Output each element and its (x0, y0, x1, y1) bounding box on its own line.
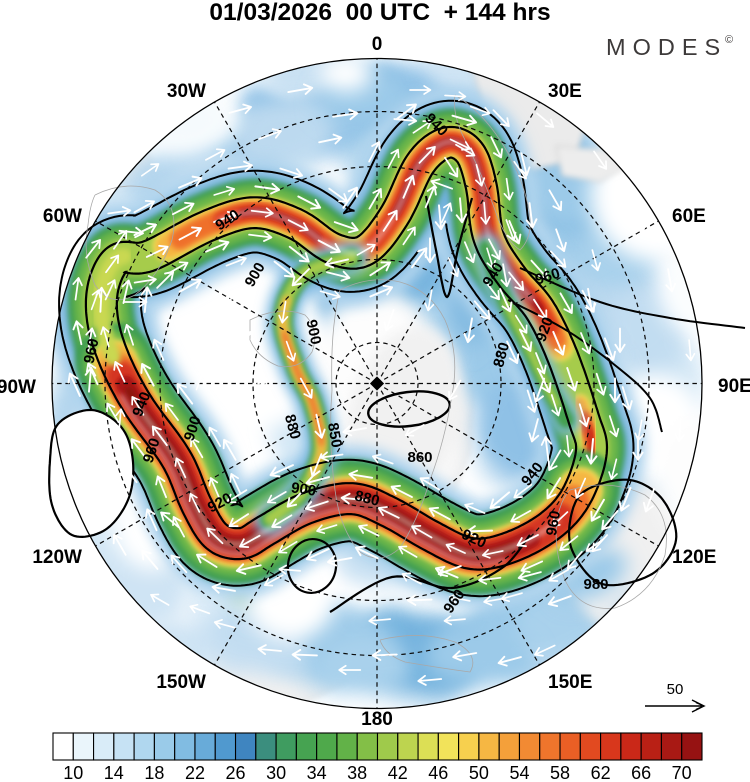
svg-text:880: 880 (490, 341, 513, 370)
svg-text:960: 960 (81, 337, 103, 365)
svg-text:26: 26 (225, 763, 245, 782)
svg-text:MODES: MODES (606, 34, 727, 60)
svg-text:120W: 120W (32, 547, 82, 568)
svg-text:90E: 90E (718, 376, 750, 397)
svg-text:30W: 30W (167, 81, 206, 102)
svg-text:150E: 150E (548, 672, 592, 693)
svg-text:90W: 90W (0, 377, 36, 398)
svg-text:34: 34 (307, 763, 327, 782)
svg-text:60E: 60E (672, 206, 706, 227)
svg-text:38: 38 (347, 763, 367, 782)
svg-text:70: 70 (672, 763, 692, 782)
svg-text:01/03/2026 00 UTC + 144 hrs: 01/03/2026 00 UTC + 144 hrs (209, 0, 550, 26)
svg-text:50: 50 (469, 763, 489, 782)
svg-text:150W: 150W (156, 672, 206, 693)
svg-text:900: 900 (302, 318, 324, 346)
svg-text:60W: 60W (43, 206, 82, 227)
svg-text:14: 14 (104, 763, 124, 782)
svg-text:850: 850 (324, 421, 345, 449)
svg-text:980: 980 (583, 576, 608, 593)
svg-text:42: 42 (388, 763, 408, 782)
svg-text:860: 860 (407, 449, 432, 466)
svg-text:900: 900 (181, 414, 205, 443)
svg-text:960: 960 (140, 436, 164, 465)
svg-text:0: 0 (372, 34, 383, 55)
svg-text:30: 30 (266, 763, 286, 782)
svg-text:10: 10 (63, 763, 83, 782)
svg-text:120E: 120E (672, 547, 716, 568)
svg-text:880: 880 (353, 487, 381, 510)
svg-text:54: 54 (509, 763, 529, 782)
svg-text:46: 46 (428, 763, 448, 782)
svg-text:180: 180 (361, 709, 393, 730)
svg-text:900: 900 (290, 479, 317, 499)
svg-text:30E: 30E (548, 81, 582, 102)
svg-text:22: 22 (185, 763, 205, 782)
svg-text:66: 66 (631, 763, 651, 782)
svg-text:©: © (725, 34, 733, 46)
svg-text:18: 18 (144, 763, 164, 782)
svg-text:58: 58 (550, 763, 570, 782)
svg-text:880: 880 (281, 413, 304, 442)
svg-text:960: 960 (543, 509, 564, 537)
svg-text:960: 960 (533, 265, 562, 289)
svg-text:50: 50 (667, 681, 684, 698)
svg-text:62: 62 (591, 763, 611, 782)
